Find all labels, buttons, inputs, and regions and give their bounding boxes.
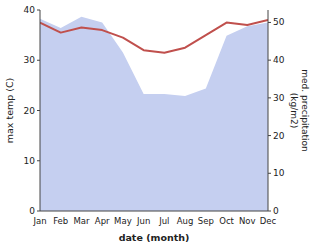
y2-tick-label: 40: [273, 55, 285, 65]
x-axis-label: date (month): [119, 232, 190, 243]
x-tick-label: May: [114, 216, 132, 226]
y-tick-label: 0: [29, 206, 35, 216]
y2-axis-label-line: med. precipitation: [300, 69, 310, 151]
y2-axis-line: [268, 10, 269, 211]
y2-tick-label: 20: [273, 131, 285, 141]
y2-tick: [268, 135, 271, 136]
y-tick-label: 10: [24, 156, 36, 166]
x-tick-label: Dec: [260, 216, 277, 226]
temp-line: [40, 20, 268, 53]
y-tick: [37, 211, 40, 212]
y2-tick-label: 10: [273, 168, 285, 178]
x-tick-label: Apr: [95, 216, 110, 226]
y2-tick: [268, 60, 271, 61]
plot-area: [40, 17, 268, 211]
x-tick-label: Oct: [219, 216, 234, 226]
y2-tick: [268, 211, 271, 212]
x-tick-label: Jan: [32, 216, 46, 226]
x-tick-label: Aug: [177, 216, 194, 226]
x-tick-label: Jun: [136, 216, 150, 226]
background: [0, 0, 318, 247]
x-tick-label: Nov: [239, 216, 256, 226]
y2-tick-label: 50: [273, 17, 285, 27]
y-tick-label: 20: [24, 106, 36, 116]
y-axis-label: max temp (C): [4, 78, 15, 144]
y-tick-label: 30: [24, 55, 36, 65]
y-tick: [37, 110, 40, 111]
x-tick-label: Mar: [73, 216, 90, 226]
x-tick-label: Jul: [158, 216, 169, 226]
y2-tick-label: 30: [273, 93, 285, 103]
chart: 0 10 20 30 40 0 10 20 30 40 50 Jan Feb Mar Apr May Jun Ju…: [0, 0, 318, 247]
y-tick: [37, 10, 40, 11]
y2-tick: [268, 22, 271, 23]
y-tick-label: 40: [24, 5, 36, 15]
x-tick-label: Feb: [53, 216, 68, 226]
y-tick: [37, 60, 40, 61]
y-tick: [37, 160, 40, 161]
x-axis-line: [40, 211, 268, 212]
x-tick-label: Sep: [198, 216, 214, 226]
y2-tick: [268, 173, 271, 174]
y2-tick-label: 0: [273, 206, 279, 216]
y2-axis-label: med. precipitation(kg/m2): [289, 69, 310, 151]
y2-tick: [268, 97, 271, 98]
y2-axis-label-line: (kg/m2): [289, 93, 299, 128]
precip-area: [40, 17, 268, 211]
